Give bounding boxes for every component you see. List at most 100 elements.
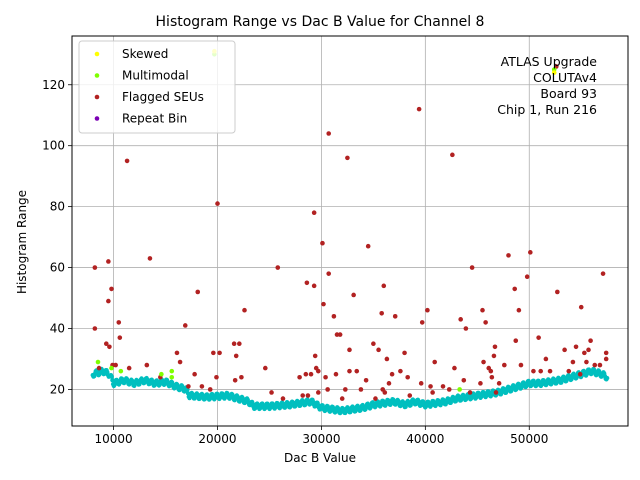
- flagged-seus-point: [384, 356, 390, 362]
- flagged-seus-point: [381, 283, 387, 289]
- flagged-seus-point: [543, 356, 549, 362]
- x-tick-label: 50000: [510, 432, 548, 446]
- flagged-seus-point: [461, 377, 467, 383]
- multimodal-point: [169, 368, 175, 374]
- flagged-seus-point: [116, 320, 122, 325]
- flagged-seus-point: [92, 326, 98, 331]
- legend-marker-skewed: [94, 51, 100, 57]
- flagged-seus-point: [379, 310, 384, 316]
- flagged-seus-point: [452, 365, 457, 371]
- flagged-seus-point: [242, 307, 247, 313]
- flagged-seus-point: [182, 323, 188, 328]
- flagged-seus-point: [407, 393, 413, 398]
- flagged-seus-point: [326, 271, 331, 276]
- flagged-seus-point: [418, 381, 424, 386]
- flagged-seus-point: [488, 368, 494, 374]
- flagged-seus-point: [555, 289, 560, 295]
- baseline-point: [109, 374, 114, 379]
- flagged-seus-point: [311, 210, 317, 216]
- flagged-seus-point: [405, 374, 410, 380]
- multimodal-point: [95, 359, 101, 365]
- flagged-seus-point: [578, 304, 584, 310]
- flagged-seus-point: [483, 320, 488, 325]
- flagged-seus-point: [371, 341, 376, 347]
- y-axis-label: Histogram Range: [15, 190, 29, 294]
- flagged-seus-point: [440, 384, 446, 389]
- flagged-seus-point: [603, 350, 609, 356]
- x-axis-ticks: 10000 20000 30000 40000 50000: [94, 426, 548, 446]
- flagged-seus-point: [275, 265, 281, 270]
- flagged-seus-point: [467, 390, 473, 395]
- flagged-seus-point: [337, 332, 343, 337]
- flagged-seus-point: [531, 368, 536, 374]
- flagged-seus-point: [573, 344, 579, 350]
- flagged-seus-point: [126, 365, 132, 371]
- x-axis-label: Dac B Value: [284, 451, 356, 465]
- flagged-seus-point: [106, 259, 111, 264]
- flagged-seus-point: [480, 307, 485, 313]
- flagged-seus-point: [402, 350, 407, 356]
- flagged-seus-point: [547, 368, 553, 374]
- legend-label-repeat-bin: Repeat Bin: [122, 112, 187, 126]
- flagged-seus-point: [502, 362, 507, 368]
- flagged-seus-point: [389, 371, 395, 377]
- y-axis-ticks: 20 40 60 80 100 120: [42, 78, 72, 396]
- flagged-seus-point: [584, 359, 589, 365]
- flagged-seus-point: [239, 374, 244, 380]
- legend: Skewed Multimodal Flagged SEUs Repeat Bin: [78, 40, 236, 134]
- x-tick-label: 30000: [302, 432, 340, 446]
- flagged-seus-point: [489, 374, 495, 380]
- flagged-seus-point: [351, 292, 356, 298]
- flagged-seus-point: [481, 359, 486, 365]
- flagged-seus-point: [582, 350, 587, 356]
- flagged-seus-point: [311, 283, 317, 289]
- flagged-seus-point: [96, 365, 102, 371]
- y-tick-label: 40: [50, 322, 65, 336]
- flagged-seus-point: [450, 152, 455, 158]
- flagged-seus-point: [345, 155, 350, 161]
- flagged-seus-point: [446, 387, 452, 392]
- flagged-seus-point: [297, 374, 302, 380]
- multimodal-point: [109, 365, 114, 371]
- flagged-seus-point: [215, 201, 220, 206]
- flagged-seus-point: [211, 350, 216, 356]
- flagged-seus-point: [177, 359, 183, 365]
- flagged-seus-point: [331, 314, 337, 319]
- legend-label-skewed: Skewed: [122, 47, 168, 61]
- flagged-seus-point: [516, 307, 522, 313]
- legend-label-flagged-seus: Flagged SEUs: [122, 90, 204, 104]
- flagged-seus-point: [365, 243, 371, 249]
- legend-frame: [78, 40, 236, 134]
- flagged-seus-point: [269, 390, 274, 395]
- flagged-seus-point: [312, 353, 318, 359]
- flagged-seus-point: [316, 390, 321, 395]
- flagged-seus-point: [174, 350, 180, 356]
- flagged-seus-point: [325, 387, 330, 392]
- flagged-seus-point: [214, 374, 219, 380]
- flagged-seus-point: [347, 347, 352, 353]
- grid: [72, 36, 628, 426]
- flagged-seus-point: [493, 390, 499, 395]
- flagged-seus-point: [92, 265, 98, 270]
- annotation-line: Board 93: [540, 86, 597, 101]
- flagged-seus-point: [513, 338, 519, 343]
- flagged-seus-point: [343, 387, 348, 392]
- flagged-seus-point: [392, 314, 398, 319]
- flagged-seus-point: [562, 347, 567, 353]
- flagged-seus-point: [231, 341, 237, 347]
- flagged-seus-point: [512, 286, 518, 292]
- multimodal-point: [169, 374, 175, 380]
- flagged-seus-point: [333, 371, 339, 377]
- flagged-seus-point: [592, 362, 598, 368]
- flagged-seus-point: [566, 368, 572, 374]
- flagged-seus-point: [358, 387, 364, 392]
- flagged-seus-point: [280, 396, 286, 401]
- flagged-seus-point: [463, 326, 469, 331]
- flagged-seus-point: [363, 377, 369, 383]
- flagged-seus-point: [496, 381, 502, 386]
- y-tick-label: 120: [42, 78, 65, 92]
- flagged-seus-point: [199, 384, 205, 389]
- flagged-seus-point: [603, 356, 609, 362]
- flagged-seus-point: [382, 390, 388, 395]
- flagged-seus-point: [524, 274, 530, 280]
